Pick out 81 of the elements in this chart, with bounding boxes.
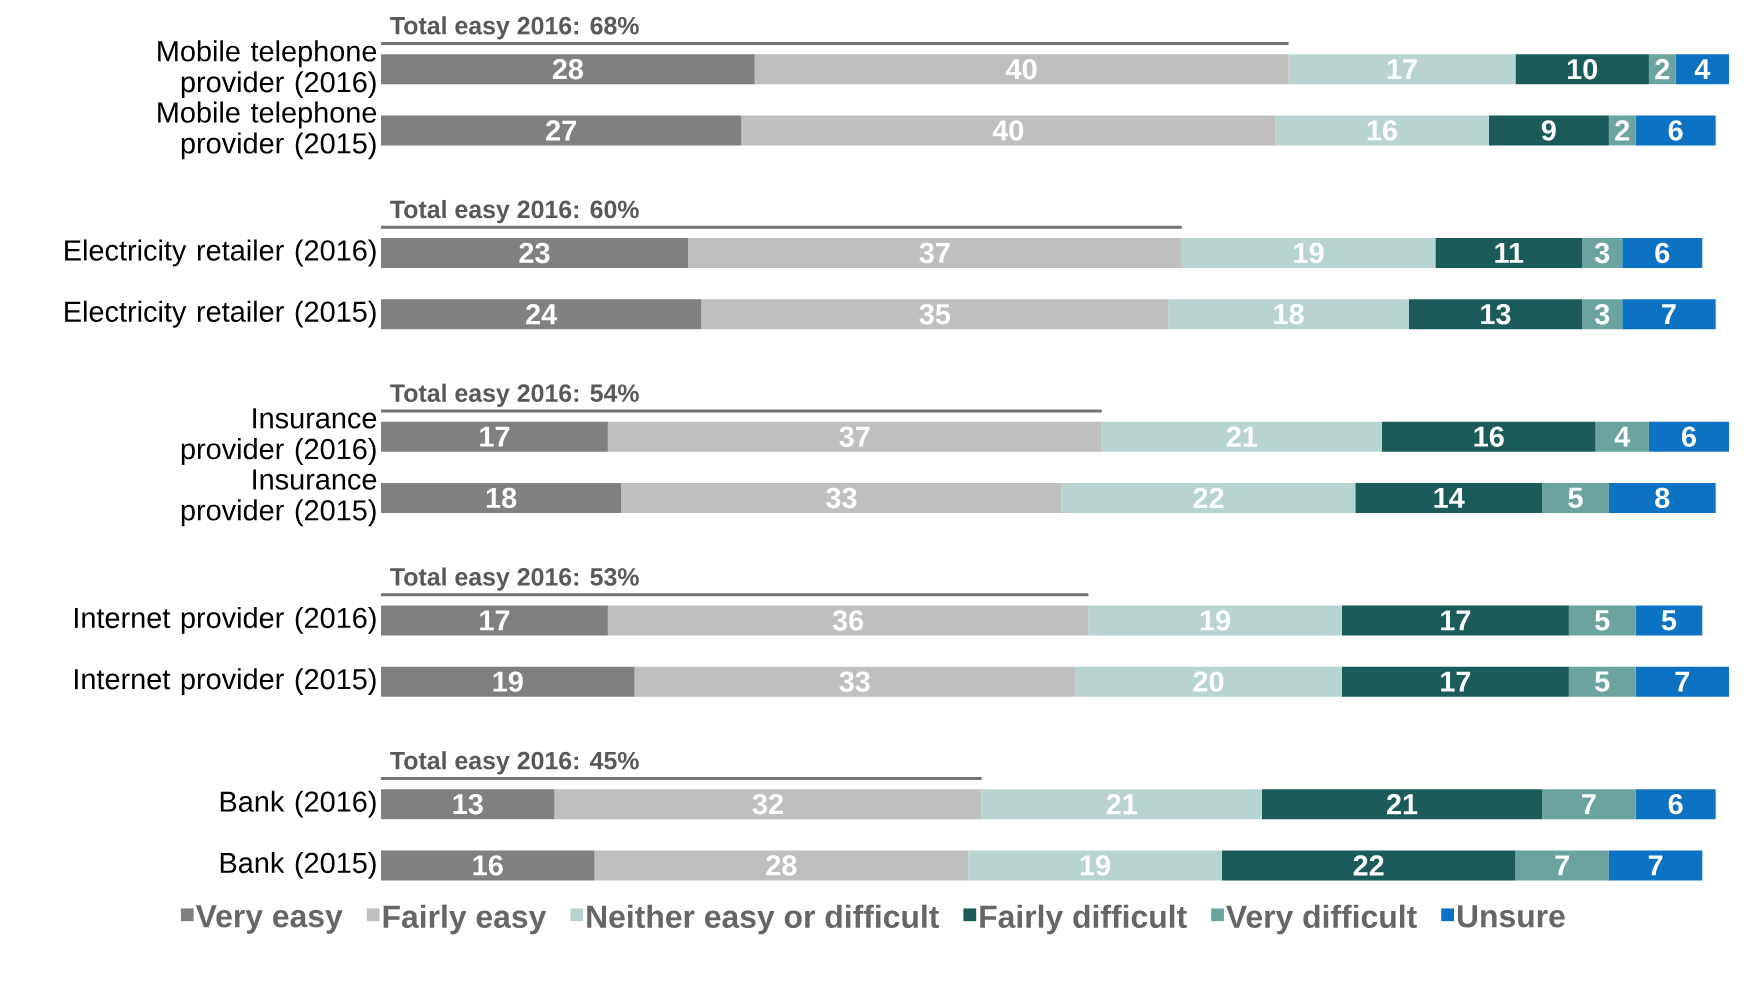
data-label: 6 (1682, 426, 1696, 447)
data-label: 7 (1675, 671, 1690, 692)
data-label: 14 (1434, 487, 1465, 508)
legend-label: Unsure (1457, 905, 1565, 928)
data-label: 19 (493, 671, 523, 692)
data-label: 7 (1555, 855, 1569, 876)
data-label: 13 (453, 793, 483, 815)
data-label: 27 (546, 120, 576, 141)
data-label: 17 (480, 426, 510, 447)
data-label: 19 (1200, 610, 1231, 631)
data-label: 5 (1661, 610, 1677, 631)
data-label: 35 (919, 303, 951, 325)
legend-label: Fairly difficult (980, 904, 1187, 935)
data-label: 2 (1615, 120, 1630, 141)
annotation: Total easy 2016: 45% (390, 751, 639, 775)
data-label: 19 (1294, 242, 1324, 264)
data-label: 13 (1481, 303, 1511, 325)
data-label: 16 (1367, 120, 1398, 141)
y-tick-label: Insurance provider (2016) (181, 408, 377, 466)
y-tick-label: Insurance provider (2015) (181, 469, 377, 527)
data-label: 33 (826, 487, 857, 509)
data-label: 10 (1567, 58, 1598, 80)
y-tick-label: Electricity retailer (2016) (65, 239, 376, 267)
data-label: 18 (486, 487, 517, 509)
data-label: 37 (919, 242, 950, 264)
data-label: 2 (1655, 59, 1670, 80)
data-label: 40 (992, 120, 1024, 141)
annotation: Total easy 2016: 53% (390, 567, 639, 591)
data-label: 21 (1106, 794, 1137, 815)
data-label: 5 (1595, 610, 1610, 631)
data-label: 28 (766, 855, 797, 876)
data-label: 23 (519, 242, 550, 264)
y-tick-label: Internet provider (2016) (75, 606, 376, 634)
data-label: 37 (839, 426, 870, 447)
data-label: 4 (1694, 59, 1711, 80)
data-label: 17 (1441, 671, 1471, 692)
data-label: 17 (1387, 59, 1417, 80)
data-label: 22 (1193, 487, 1224, 508)
legend-label: Very difficult (1226, 904, 1417, 935)
data-label: 5 (1568, 487, 1583, 508)
data-label: 3 (1594, 303, 1610, 325)
data-label: 7 (1648, 855, 1663, 876)
data-label: 17 (1441, 610, 1471, 631)
data-label: 7 (1662, 304, 1676, 325)
data-label: 17 (480, 610, 510, 631)
data-label: 6 (1668, 793, 1683, 815)
data-label: 36 (832, 610, 864, 631)
y-tick-label: Internet provider (2015) (75, 668, 376, 696)
y-tick-label: Bank (2016) (220, 790, 376, 818)
legend-label: Neither easy or difficult (587, 904, 939, 935)
data-label: 20 (1193, 671, 1224, 692)
data-label: 9 (1541, 120, 1556, 141)
data-label: 8 (1655, 487, 1670, 509)
data-label: 28 (552, 58, 584, 80)
data-label: 40 (1006, 58, 1037, 80)
data-label: 18 (1274, 303, 1304, 325)
annotation: Total easy 2016: 60% (390, 199, 639, 224)
legend-label: Fairly easy (383, 904, 547, 935)
data-label: 24 (526, 304, 558, 325)
y-tick-label: Mobile telephone provider (2015) (158, 101, 377, 160)
data-label: 21 (1226, 426, 1258, 447)
data-label: 22 (1353, 855, 1384, 876)
data-label: 32 (752, 793, 783, 815)
data-label: 5 (1595, 671, 1610, 692)
annotation: Total easy 2016: 68% (390, 16, 639, 40)
data-label: 6 (1655, 242, 1670, 264)
annotation: Total easy 2016: 54% (390, 383, 639, 407)
data-label: 6 (1668, 120, 1683, 141)
y-tick-label: Mobile telephone provider (2016) (158, 40, 377, 99)
data-label: 16 (473, 855, 503, 876)
data-label: 3 (1594, 242, 1610, 264)
data-label: 7 (1582, 794, 1596, 815)
y-tick-label: Electricity retailer (2015) (65, 300, 376, 328)
data-label: 21 (1386, 794, 1418, 815)
data-label: 19 (1080, 855, 1111, 876)
data-label: 4 (1614, 426, 1631, 447)
data-label: 11 (1495, 242, 1524, 263)
data-label: 33 (839, 671, 870, 692)
data-label: 16 (1474, 426, 1504, 447)
legend-label: Very easy (195, 905, 343, 934)
y-tick-label: Bank (2015) (220, 851, 376, 879)
